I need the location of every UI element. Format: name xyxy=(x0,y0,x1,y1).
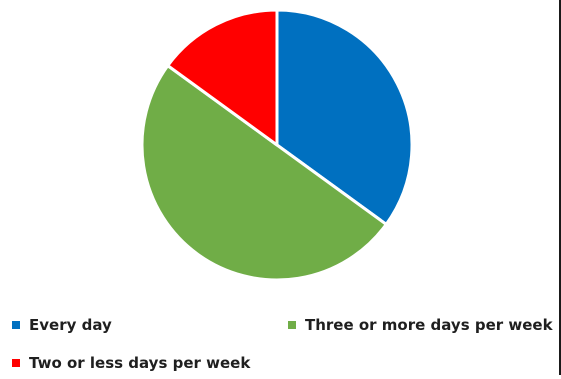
legend-swatch-two-or-less xyxy=(12,359,20,367)
legend-item-every-day: Every day xyxy=(12,316,112,334)
legend-swatch-every-day xyxy=(12,321,20,329)
legend-item-three-or-more: Three or more days per week xyxy=(288,316,553,334)
legend-label-every-day: Every day xyxy=(29,316,112,334)
pie-slice-two-or-less-days-per-week xyxy=(166,8,279,147)
legend-item-two-or-less: Two or less days per week xyxy=(12,354,250,372)
frame-border xyxy=(559,0,561,375)
pie-slice-every-day xyxy=(275,8,414,226)
legend-label-two-or-less: Two or less days per week xyxy=(29,354,251,372)
legend-swatch-three-or-more xyxy=(288,321,296,329)
pie-slice-three-or-more-days-per-week xyxy=(140,64,388,282)
legend-label-three-or-more: Three or more days per week xyxy=(305,316,553,334)
